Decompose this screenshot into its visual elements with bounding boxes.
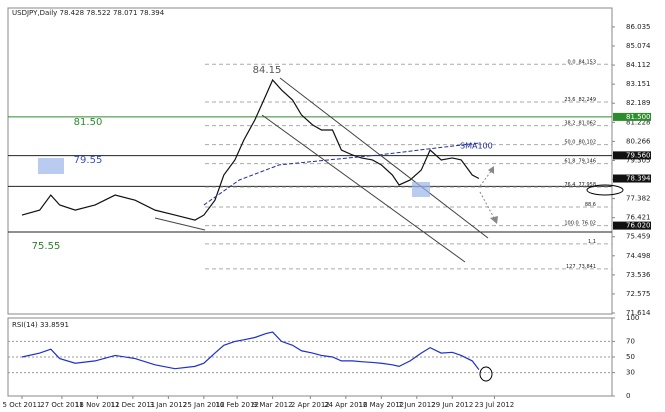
x-tick-label: 27 Oct 2011 [40, 401, 83, 409]
y-tick-label: 50 [626, 353, 635, 361]
fib-ratio: 100.0 [564, 220, 578, 226]
arrow [479, 169, 493, 187]
annotation: 79.55 [74, 155, 103, 166]
circle-marker [479, 366, 493, 382]
circle-marker [586, 184, 624, 196]
annotation: 75.55 [32, 241, 61, 252]
fib-ratio: 88.6 [585, 201, 596, 207]
x-tick-label: 18 Nov 2011 [75, 401, 120, 409]
y-tick-label: 79.305 [626, 156, 651, 164]
highlight-box [412, 182, 430, 197]
fib-price: 77.958 [579, 182, 597, 188]
y-tick-label: 30 [626, 369, 635, 377]
y-tick-label: 77.382 [626, 195, 651, 203]
plot-layer: 86.035 85.074 84.112 83.151 82.189 81.228 80.2… [3, 23, 651, 409]
fib-ratio: 76.4 [564, 182, 575, 188]
chart-title: USDJPY,Daily 78.428 78.522 78.071 78.394 [12, 9, 165, 17]
x-tick-label: 12 Dec 2011 [111, 401, 156, 409]
rsi-title: RSI(14) 33.8591 [12, 321, 69, 329]
sma-label: SMA100 [460, 142, 493, 151]
price-tag-label: 78.394 [626, 175, 651, 183]
fib-label: 88.6 [585, 201, 596, 207]
x-tick-label: 3 Jan 2012 [150, 401, 188, 409]
series-line [21, 331, 480, 370]
arrow [479, 191, 495, 219]
y-tick-label: 80.266 [626, 137, 651, 145]
arrow-head [488, 166, 494, 174]
price-tag-label: 79.560 [626, 151, 651, 159]
fib-ratio: 23.6 [564, 97, 575, 103]
y-tick-label: 0 [626, 392, 630, 400]
price-tag [613, 151, 651, 160]
annotation: 84.15 [253, 65, 282, 76]
fib-label: 23.6 82.249 [564, 97, 596, 103]
trend-line [154, 217, 206, 231]
highlight-box [38, 158, 64, 174]
arrow-head [490, 216, 498, 224]
price-tag [613, 112, 651, 121]
fib-ratio: 127 [566, 263, 576, 269]
y-tick-label: 100 [626, 314, 639, 322]
fib-ratio: 0.0 [568, 59, 576, 65]
fib-label: 0.0 84.153 [568, 59, 596, 65]
price-tag [613, 174, 651, 183]
fib-ratio: 61.8 [564, 158, 575, 164]
y-tick-label: 83.151 [626, 80, 651, 88]
fib-ratio: 50.0 [564, 139, 575, 145]
y-tick-label: 74.498 [626, 252, 651, 260]
y-tick-label: 76.421 [626, 214, 651, 222]
fib-label: 127 73.841 [566, 263, 596, 269]
price-frame [7, 7, 613, 315]
x-tick-label: 25 Jan 2012 [183, 401, 225, 409]
x-tick-label: 29 Jun 2012 [431, 401, 473, 409]
fib-label: 76.4 77.958 [564, 182, 596, 188]
fib-price: 73.841 [579, 263, 597, 269]
price-tag-label: 76.020 [626, 222, 651, 230]
fib-price: 80.102 [579, 139, 597, 145]
y-tick-label: 71.614 [626, 309, 651, 317]
y-tick-label: 82.189 [626, 99, 651, 107]
series-line [21, 78, 480, 221]
fib-ratio: 1.1 [588, 238, 596, 244]
fib-price: 82.249 [579, 97, 597, 103]
x-tick-label: 16 May 2012 [358, 401, 404, 409]
fib-price: 84.153 [579, 59, 597, 65]
annotation: 81.50 [74, 117, 103, 128]
fib-label: 100.0 76.02 [564, 220, 596, 226]
fib-label: 61.8 79.146 [564, 158, 596, 164]
price-tag-label: 81.500 [626, 113, 651, 121]
y-tick-label: 86.035 [626, 23, 651, 31]
x-tick-label: 23 Jul 2012 [475, 401, 515, 409]
fib-label: 1.1 [588, 238, 596, 244]
fib-label: 38.2 81.062 [564, 120, 596, 126]
y-tick-label: 72.575 [626, 290, 651, 298]
y-tick-label: 73.536 [626, 271, 651, 279]
y-tick-label: 75.459 [626, 233, 651, 241]
y-tick-label: 85.074 [626, 42, 651, 50]
x-tick-label: 24 Apr 2012 [324, 401, 367, 409]
x-tick-label: 5 Oct 2011 [3, 401, 42, 409]
y-tick-label: 84.112 [626, 61, 651, 69]
series-line [203, 142, 479, 206]
fib-price: 79.146 [579, 158, 597, 164]
fib-price: 76.02 [582, 220, 596, 226]
fib-label: 50.0 80.102 [564, 139, 596, 145]
y-tick-label: 70 [626, 337, 635, 345]
fib-ratio: 38.2 [564, 120, 575, 126]
x-tick-label: 16 Feb 2012 [215, 401, 259, 409]
y-tick-label: 81.228 [626, 118, 651, 126]
price-tag [613, 221, 651, 230]
channel-line [279, 77, 489, 239]
x-tick-label: 9 Mar 2012 [253, 401, 293, 409]
x-tick-label: 2 Apr 2012 [291, 401, 330, 409]
fib-price: 81.062 [579, 120, 597, 126]
channel-line [261, 114, 466, 263]
x-tick-label: 7 Jun 2012 [398, 401, 436, 409]
